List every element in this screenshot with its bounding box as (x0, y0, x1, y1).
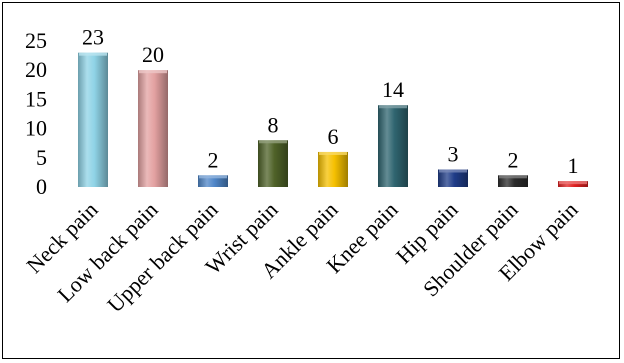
bar-bevel (559, 181, 587, 185)
bar-bevel (439, 169, 467, 173)
y-axis-ticks: 0 5 10 15 20 25 (25, 28, 47, 199)
data-label: 2 (208, 147, 219, 172)
data-label: 23 (82, 25, 104, 50)
data-label: 2 (508, 147, 519, 172)
bar (318, 151, 348, 187)
y-tick-label: 25 (25, 28, 47, 53)
data-label: 8 (268, 112, 279, 137)
data-label: 6 (328, 124, 339, 149)
bar-bevel (379, 105, 407, 109)
bar-bevel (199, 175, 227, 179)
y-tick-label: 0 (36, 174, 47, 199)
data-label: 14 (382, 77, 404, 102)
data-label: 1 (568, 153, 579, 178)
data-label: 3 (448, 141, 459, 166)
bar-bevel (79, 52, 107, 56)
chart-frame: 0 5 10 15 20 25 23 20 2 8 6 14 3 2 1 Neck pain Low bac… (2, 2, 620, 359)
y-tick-label: 10 (25, 116, 47, 141)
bar-bevel (499, 175, 527, 179)
bar (498, 175, 528, 187)
bar (378, 105, 408, 187)
bar-bevel (259, 140, 287, 144)
bar (258, 140, 288, 187)
bar-bevel (139, 70, 167, 74)
y-tick-label: 15 (25, 86, 47, 111)
y-tick-label: 5 (36, 145, 47, 170)
bars (78, 52, 588, 188)
bar-bevel (319, 151, 347, 155)
bar (78, 52, 108, 188)
bar (198, 175, 228, 187)
data-label: 20 (142, 42, 164, 67)
bar (438, 169, 468, 187)
bar (138, 70, 168, 187)
data-labels: 23 20 2 8 6 14 3 2 1 (82, 25, 579, 178)
y-tick-label: 20 (25, 57, 47, 82)
